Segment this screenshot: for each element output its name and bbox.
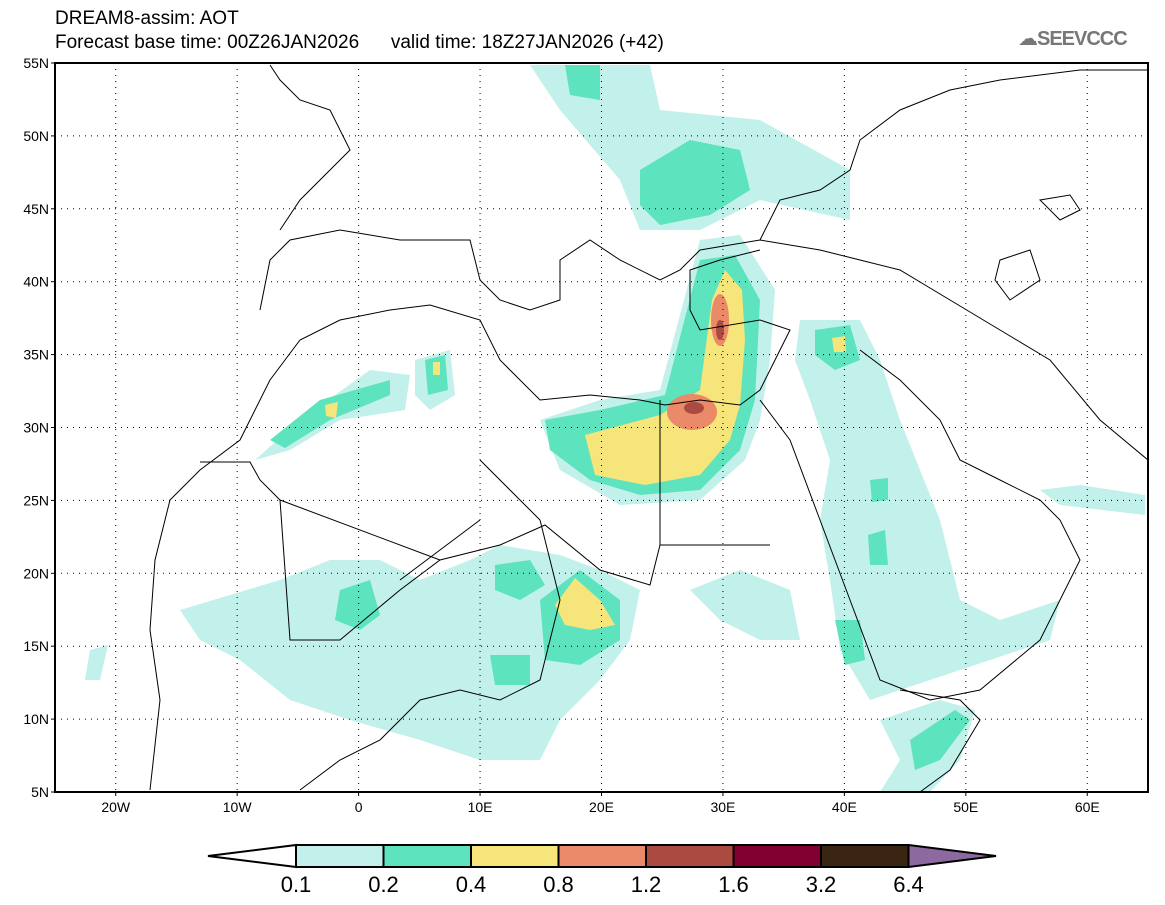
seevccc-logo: ☁SEEVCCC — [1018, 28, 1128, 50]
colorbar-legend: 0.1 0.2 0.4 0.8 1.2 1.6 3.2 6.4 — [207, 843, 997, 897]
valid-time: valid time: 18Z27JAN2026 (+42) — [390, 32, 664, 53]
lon-tick-label: 10E — [468, 799, 493, 815]
lon-tick-label: 50E — [953, 799, 978, 815]
axis-ticks: 55N 50N 45N 40N 35N 30N 25N 20N 15N 10N 5N 20W 10W 0 1… — [23, 55, 1099, 815]
lon-tick-label: 0 — [355, 799, 363, 815]
legend-level-label: 0.4 — [456, 872, 487, 897]
legend-level-label: 0.1 — [281, 872, 312, 897]
lat-tick-label: 5N — [31, 784, 49, 800]
lat-tick-label: 55N — [23, 55, 49, 71]
lon-tick-label: 60E — [1075, 799, 1100, 815]
legend-color-box — [295, 844, 385, 868]
aot-level-0.4 — [325, 270, 846, 630]
lat-tick-label: 15N — [23, 638, 49, 654]
forecast-times: Forecast base time: 00Z26JAN2026 valid t… — [55, 32, 664, 54]
lon-tick-label: 20E — [589, 799, 614, 815]
lat-tick-label: 10N — [23, 711, 49, 727]
base-time: Forecast base time: 00Z26JAN2026 — [55, 32, 360, 53]
legend-under-arrow — [207, 843, 297, 869]
lat-tick-label: 35N — [23, 347, 49, 363]
aot-field — [85, 65, 1145, 792]
lat-tick-label: 25N — [23, 492, 49, 508]
legend-color-box — [645, 844, 735, 868]
legend-level-label: 1.6 — [718, 872, 749, 897]
lat-tick-label: 30N — [23, 420, 49, 436]
aot-level-1.2 — [684, 320, 724, 414]
legend-over-arrow — [907, 843, 997, 869]
legend-level-label: 6.4 — [893, 872, 924, 897]
lat-tick-label: 50N — [23, 128, 49, 144]
lat-tick-label: 20N — [23, 565, 49, 581]
graticule — [55, 63, 1148, 792]
product-title: DREAM8-assim: AOT — [55, 8, 239, 29]
coastlines-and-borders — [149, 64, 1149, 793]
lon-tick-label: 20W — [101, 799, 131, 815]
legend-level-label: 0.2 — [368, 872, 399, 897]
lon-tick-label: 40E — [832, 799, 857, 815]
legend-color-box — [470, 844, 560, 868]
legend-color-box — [382, 844, 472, 868]
legend-color-box — [820, 844, 910, 868]
lat-tick-label: 45N — [23, 201, 49, 217]
lon-tick-label: 30E — [710, 799, 735, 815]
logo-text: SEEVCCC — [1037, 28, 1128, 50]
lat-tick-label: 40N — [23, 274, 49, 290]
legend-level-label: 0.8 — [543, 872, 574, 897]
legend-level-label: 3.2 — [806, 872, 837, 897]
legend-level-label: 1.2 — [631, 872, 662, 897]
legend-color-box — [557, 844, 647, 868]
lon-tick-label: 10W — [223, 799, 253, 815]
legend-color-box — [732, 844, 822, 868]
